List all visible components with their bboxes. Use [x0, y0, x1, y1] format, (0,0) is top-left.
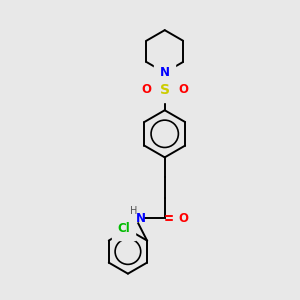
Text: N: N: [160, 66, 170, 79]
Text: O: O: [179, 212, 189, 225]
Text: H: H: [130, 206, 137, 216]
Text: S: S: [160, 82, 170, 97]
Text: O: O: [178, 83, 188, 96]
Text: O: O: [142, 83, 152, 96]
Text: Cl: Cl: [117, 221, 130, 235]
Text: N: N: [136, 212, 146, 225]
